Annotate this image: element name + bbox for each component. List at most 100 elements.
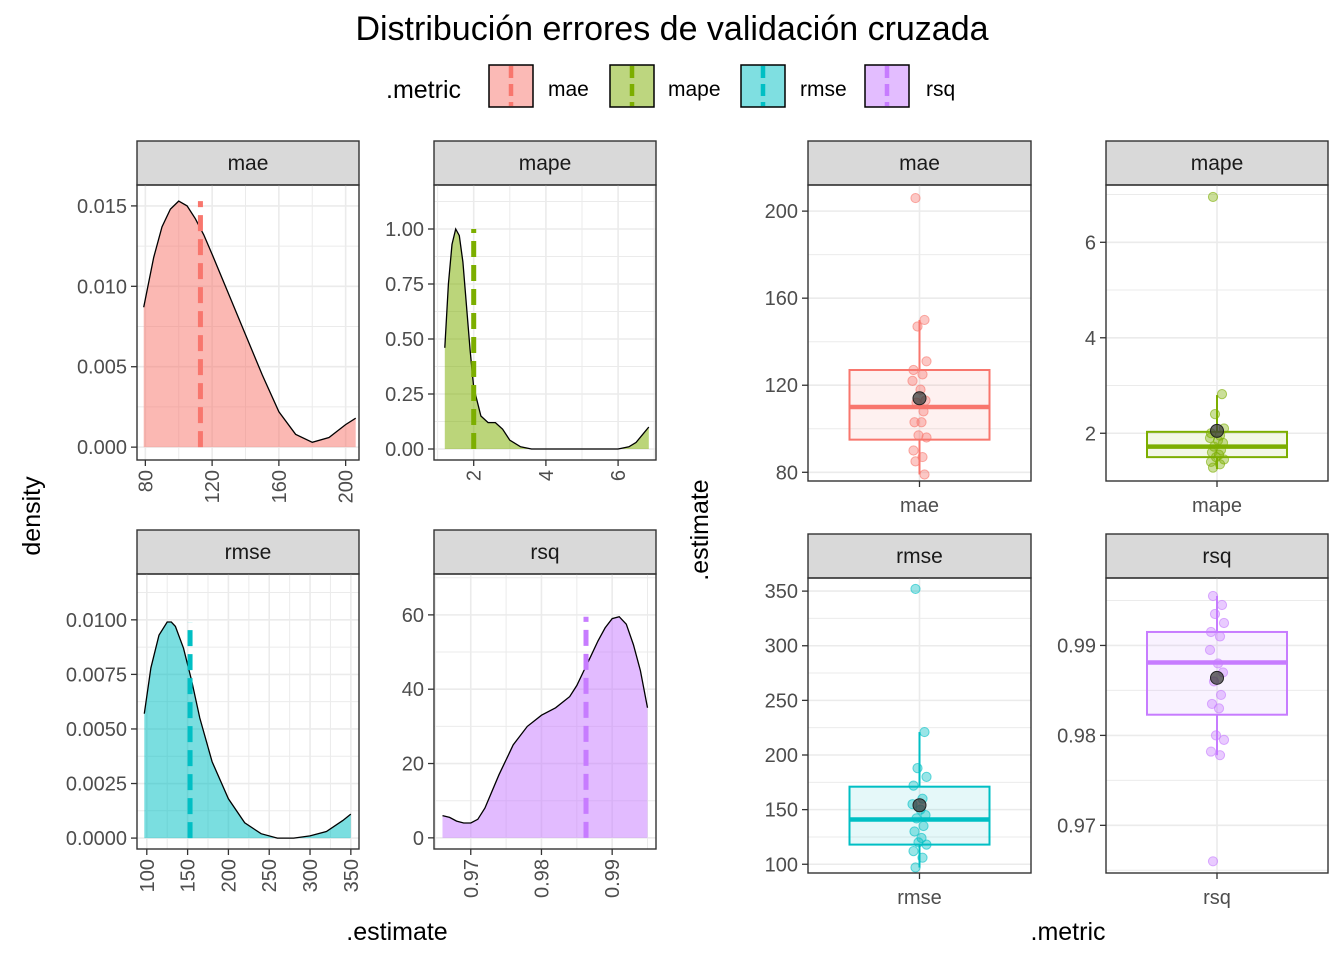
y-tick-label: 300 — [765, 636, 798, 658]
x-tick-label: 4 — [536, 470, 558, 481]
x-tick-label: 0.97 — [461, 859, 483, 898]
legend-label-rmse: rmse — [800, 78, 847, 101]
density-area-rmse — [144, 622, 351, 839]
data-point — [910, 192, 921, 204]
panel-plot-area — [808, 185, 1031, 481]
y-tick-label: 0 — [413, 828, 424, 850]
y-tick-label: 40 — [402, 679, 424, 701]
data-point — [908, 846, 919, 857]
legend-label-mape: mape — [668, 78, 721, 101]
y-tick-label: 0.0100 — [66, 610, 127, 632]
data-point — [1210, 730, 1222, 741]
y-tick-label: 0.25 — [385, 384, 424, 406]
legend-item-mape: mape — [609, 64, 721, 108]
data-point — [1209, 608, 1221, 620]
y-tick-label: 2 — [1085, 423, 1096, 445]
y-tick-label: 200 — [765, 745, 798, 767]
data-point — [916, 417, 927, 428]
data-point — [917, 369, 928, 380]
facet-strip-label: mae — [228, 152, 269, 175]
x-tick-label: 6 — [608, 470, 630, 481]
x-tick-label: 100 — [137, 859, 159, 892]
y-tick-label: 150 — [765, 800, 798, 822]
facet-strip-label: rsq — [1202, 545, 1231, 568]
density-line-rmse — [143, 621, 352, 839]
y-tick-label: 0.015 — [77, 196, 127, 218]
data-point — [920, 809, 931, 821]
mean-point — [912, 798, 927, 813]
x-tick-label: mape — [1192, 495, 1242, 517]
data-point — [909, 826, 920, 837]
data-point — [913, 430, 924, 441]
data-point — [910, 583, 921, 595]
panel-border — [433, 573, 657, 850]
facet-strip — [433, 529, 657, 575]
y-tick-label: 1.00 — [385, 219, 424, 241]
y-tick-label: 0.0050 — [66, 719, 127, 741]
data-point — [1205, 626, 1217, 638]
boxplot-panel-mape: mape 2 4 6 mape — [1085, 140, 1329, 517]
panel-plot-area — [137, 185, 359, 460]
y-tick-label: 0.98 — [1057, 725, 1096, 747]
data-point — [919, 726, 930, 738]
x-tick-label: 150 — [178, 859, 200, 892]
panel-border — [433, 184, 657, 461]
data-point — [921, 356, 932, 367]
legend: .metric mae mape rmse rsq — [386, 64, 955, 108]
data-point — [917, 852, 928, 863]
y-tick-label: 0.97 — [1057, 815, 1096, 837]
data-point — [1218, 734, 1230, 745]
left-y-axis-label: density — [18, 476, 46, 556]
box-rmse — [848, 785, 991, 846]
y-tick-label: 0.0075 — [66, 664, 127, 686]
y-tick-label: 0.99 — [1057, 635, 1096, 657]
facet-strip — [807, 140, 1032, 186]
legend-label-rsq: rsq — [926, 78, 955, 101]
panel-border — [136, 184, 360, 461]
data-point — [1207, 462, 1219, 473]
y-tick-label: 60 — [402, 605, 424, 627]
data-point — [909, 417, 920, 428]
facet-strip — [136, 140, 360, 186]
facet-strip-label: mae — [899, 152, 940, 175]
data-point — [1207, 191, 1219, 203]
density-area-mape — [444, 229, 649, 449]
x-tick-label: 0.98 — [531, 859, 553, 898]
mean-point — [1210, 423, 1224, 438]
panel-plot-area — [1106, 185, 1328, 481]
facet-strip — [136, 529, 360, 575]
data-point — [908, 445, 919, 456]
y-tick-label: 0.010 — [77, 276, 127, 298]
x-tick-label: 200 — [336, 470, 358, 503]
data-point — [1205, 746, 1217, 757]
y-tick-label: 6 — [1085, 232, 1096, 254]
data-point — [1213, 703, 1225, 714]
facet-strip-label: rsq — [530, 541, 559, 564]
boxplot-panel-rmse: rmse 100 150 200 250 300 350 rmse — [765, 533, 1032, 909]
x-tick-label: 2 — [464, 470, 486, 481]
density-panel-rmse: rmse 0.0000 0.0025 0.0050 0.0075 0.0100 100 150… — [66, 529, 363, 892]
legend-title: .metric — [386, 76, 461, 104]
y-tick-label: 0.00 — [385, 439, 424, 461]
panel-border — [136, 573, 360, 850]
data-point — [1216, 599, 1228, 611]
x-tick-label: 200 — [218, 859, 240, 892]
data-point — [919, 469, 930, 480]
left-x-axis-label: .estimate — [346, 918, 447, 946]
data-point — [1215, 689, 1227, 701]
facet-strip-label: mape — [1191, 152, 1244, 175]
density-panel-mae: mae 0.000 0.005 0.010 0.015 80 120 160 200 — [77, 140, 360, 503]
facet-strip-label: rmse — [896, 545, 943, 568]
x-tick-label: rsq — [1203, 887, 1231, 909]
density-area-mae — [143, 201, 356, 448]
density-line-mae — [143, 200, 357, 443]
data-point — [908, 780, 919, 791]
data-point — [1218, 617, 1230, 629]
data-point — [1207, 590, 1219, 602]
density-panel-mape: mape 0.00 0.25 0.50 0.75 1.00 2 4 6 — [385, 140, 657, 481]
x-tick-label: 350 — [341, 859, 363, 892]
panel-plot-area — [137, 574, 359, 849]
x-tick-label: 160 — [269, 470, 291, 503]
facet-strip — [1105, 533, 1329, 579]
